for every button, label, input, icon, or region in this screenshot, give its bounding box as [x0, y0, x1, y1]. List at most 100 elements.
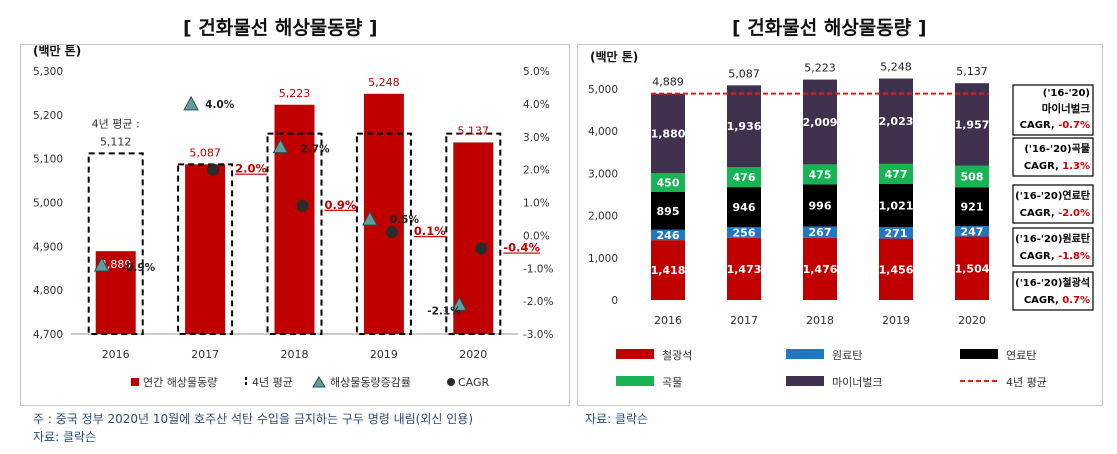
stacked-bar-segment [727, 237, 761, 300]
growth-rate-marker [272, 138, 289, 154]
stacked-bar-segment [651, 93, 685, 174]
bar-value-label: 4,889 [100, 258, 132, 271]
cagr-label: 0.1% [414, 224, 446, 238]
cagr-box [1012, 184, 1094, 224]
segment-value-label: 1,957 [955, 119, 990, 132]
cagr-box-prefix: CAGR, [1020, 208, 1058, 219]
x-tick-label: 2016 [102, 348, 130, 361]
x-tick-label: 2017 [191, 348, 219, 361]
growth-rate-label: 2.7% [301, 144, 331, 156]
growth-rate-label: 0.5% [390, 214, 420, 226]
y-tick-label: 1,000 [588, 253, 618, 265]
segment-value-label: 2,023 [879, 115, 914, 128]
avg-4yr-box [445, 132, 502, 335]
x-tick-label: 2018 [806, 314, 834, 327]
growth-rate-label: -0.9% [122, 262, 156, 274]
segment-value-label: 508 [961, 171, 984, 184]
stacked-bar-segment [955, 165, 989, 188]
bar [185, 164, 226, 334]
legend-swatch-growth [312, 376, 326, 388]
cagr-box-line2: 마이너벌크 [1042, 102, 1091, 115]
x-tick-label: 2017 [730, 314, 758, 327]
cagr-box [1012, 84, 1094, 136]
total-value-label: 4,889 [652, 76, 684, 89]
y-tick-label: 2,000 [588, 211, 618, 223]
y-tick-label: 5,300 [33, 66, 63, 78]
legend-label: CAGR [458, 376, 490, 389]
legend-label: 해상물동량증감률 [330, 375, 411, 389]
cagr-marker [207, 163, 220, 176]
y-axis-unit: (백만 톤) [33, 45, 81, 58]
legend-label: 4년 평균 [252, 376, 293, 389]
legend-swatch [616, 376, 654, 386]
right-chart-panel: (백만 톤) 0 1,000 2,000 3,000 4,000 5,000 1,418 246… [577, 44, 1103, 406]
stacked-bar-segment [879, 184, 913, 228]
avg-4yr-box [355, 132, 412, 335]
bar-value-label: 5,137 [458, 124, 490, 137]
x-tick-label: 2018 [281, 348, 309, 361]
avg-4yr-box [177, 163, 234, 335]
x-tick-label: 2020 [958, 314, 986, 327]
legend-label: 원료탄 [832, 349, 862, 362]
y2-tick-label: 1.0% [523, 198, 550, 210]
segment-value-label: 256 [733, 226, 756, 239]
avg-4yr-box [87, 152, 144, 336]
stacked-bar-segment [955, 236, 989, 300]
legend-swatch [786, 376, 824, 386]
cagr-box-prefix: CAGR, [1024, 161, 1062, 172]
y-tick-label: 4,900 [33, 241, 63, 253]
legend-label: 곡물 [662, 376, 682, 389]
segment-value-label: 1,504 [955, 262, 990, 275]
cagr-box-value: -2.0% [1058, 208, 1090, 219]
stacked-bar-segment [651, 229, 685, 241]
growth-rate-marker [362, 210, 378, 226]
y2-tick-label: -2.0% [523, 296, 553, 308]
y-tick-label: 0 [611, 295, 618, 307]
segment-value-label: 450 [657, 177, 680, 190]
cagr-box-label: CAGR, -1.8% [1020, 251, 1090, 262]
x-tick-label: 2019 [882, 314, 910, 327]
segment-value-label: 477 [885, 168, 908, 181]
cagr-box-line1: ('16-'20)원료탄 [1015, 232, 1091, 245]
stacked-bar-segment [803, 226, 837, 238]
growth-rate-label: 4.0% [205, 99, 235, 111]
cagr-marker [296, 199, 309, 212]
cagr-label: -0.4% [503, 241, 540, 255]
cagr-box-prefix: CAGR, [1020, 120, 1058, 131]
stacked-bar-segment [955, 187, 989, 227]
cagr-box-prefix: CAGR, [1024, 295, 1062, 306]
legend-label: 4년 평균 [1006, 376, 1047, 389]
growth-rate-marker [183, 95, 199, 111]
segment-value-label: 1,418 [651, 264, 686, 277]
cagr-box [1012, 227, 1094, 267]
y2-tick-label: -3.0% [523, 329, 553, 341]
cagr-box-prefix: CAGR, [1020, 251, 1058, 262]
y-tick-label: 5,200 [33, 110, 63, 122]
y2-tick-label: -1.0% [523, 263, 553, 275]
segment-value-label: 271 [885, 227, 908, 240]
y2-tick-label: 3.0% [523, 132, 550, 144]
segment-value-label: 1,880 [651, 127, 686, 140]
stacked-bar-segment [879, 163, 913, 185]
segment-value-label: 1,021 [879, 200, 914, 213]
cagr-box-value: -0.7% [1058, 120, 1090, 131]
cagr-box-label: CAGR, -2.0% [1020, 208, 1090, 219]
segment-value-label: 475 [809, 168, 832, 181]
avg-annotation-label: 4년 평균 : [92, 117, 140, 130]
right-chart-title: [ 건화물선 해상물동량 ] [732, 17, 927, 39]
cagr-marker [385, 226, 398, 239]
segment-value-label: 247 [961, 225, 984, 238]
left-note: 주 : 중국 정부 2020년 10월에 호주산 석탄 수입을 금지하는 구두 … [33, 412, 474, 426]
stacked-bar-segment [803, 184, 837, 227]
segment-value-label: 1,476 [803, 263, 838, 276]
stacked-bar-segment [651, 192, 685, 230]
stacked-bar-segment [955, 83, 989, 166]
y-tick-label: 4,700 [33, 329, 63, 341]
total-value-label: 5,087 [728, 67, 760, 80]
cagr-label: 0.9% [325, 198, 357, 212]
segment-value-label: 1,456 [879, 263, 914, 276]
stacked-bar-segment [727, 85, 761, 168]
cagr-box-label: CAGR, -0.7% [1020, 120, 1090, 131]
bar-value-label: 5,223 [279, 87, 311, 100]
y2-tick-label: 0.0% [523, 230, 550, 242]
